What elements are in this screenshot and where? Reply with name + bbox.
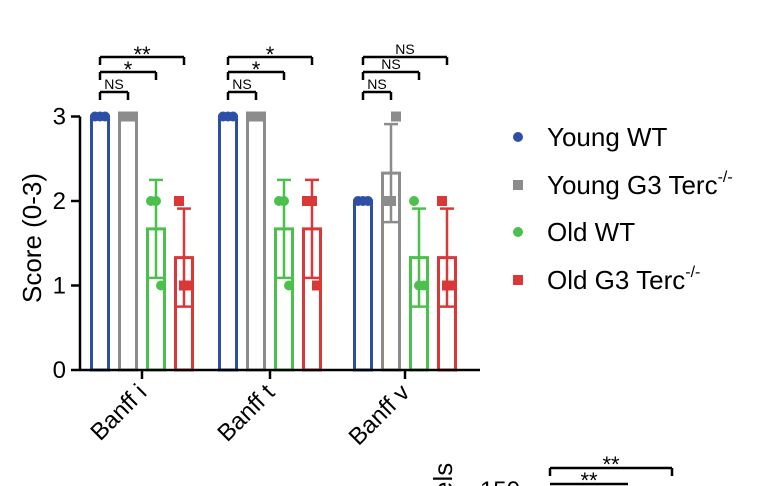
legend-label: Old WT [547,217,635,247]
data-point [128,111,138,122]
y-tick-label: 3 [53,104,66,131]
data-point [228,111,238,122]
data-point [409,196,419,206]
data-point [419,280,429,291]
bar [90,115,110,372]
y-tick-label: 0 [53,357,66,384]
x-tick-label: Banff i [85,379,152,446]
data-point [100,111,110,122]
significance-label: NS [367,76,386,92]
significance-label: NS [381,56,400,72]
data-point [284,280,294,291]
significance-label: * [266,42,275,67]
legend-label-superscript: -/- [718,169,733,186]
data-point [184,280,194,291]
legend-label-superscript: -/- [685,264,700,281]
data-point [363,196,373,206]
data-point [437,196,447,206]
legend-label: Young WT [547,122,668,152]
significance-label: ** [133,42,151,67]
data-point [307,196,317,206]
data-point [447,280,457,291]
data-point [386,196,396,206]
bar [218,115,238,372]
y-tick-label: 1 [53,273,66,300]
legend-marker [513,132,523,142]
significance-label: ** [580,468,598,486]
x-tick-label: Banff t [212,379,280,447]
data-point [256,111,266,122]
legend: Young WT Young G3 Terc-/- Old WT Old G3 Ter… [513,122,733,295]
second-chart-y-axis-title: els [428,463,458,486]
plot-area [90,111,457,372]
second-chart-y-tick-label: 150 [480,477,520,486]
legend-label: Old G3 Terc-/- [547,264,700,295]
second-chart-fragment: els 150 **** [428,452,674,486]
x-axis: Banff i Banff t Banff v [80,368,480,451]
bar [118,115,138,372]
y-axis: 0 1 2 3 [53,104,82,384]
data-point [312,280,322,291]
data-point [174,196,184,206]
significance-label: NS [232,76,251,92]
y-tick-label: 2 [53,188,66,215]
data-point [279,196,289,206]
significance-label: ** [602,452,620,477]
significance-label: * [252,57,261,82]
legend-marker [513,180,523,190]
significance-label: NS [395,41,414,57]
data-point [151,196,161,206]
bar [246,115,266,372]
bar [353,199,373,372]
x-tick-label: Banff v [344,379,416,451]
legend-label: Young G3 Terc-/- [547,169,733,200]
data-point [156,280,166,291]
y-axis-title: Score (0-3) [17,173,47,303]
legend-marker [513,227,523,237]
legend-marker [513,275,523,285]
significance-label: * [124,57,133,82]
data-point [391,111,401,122]
significance-label: NS [104,76,123,92]
